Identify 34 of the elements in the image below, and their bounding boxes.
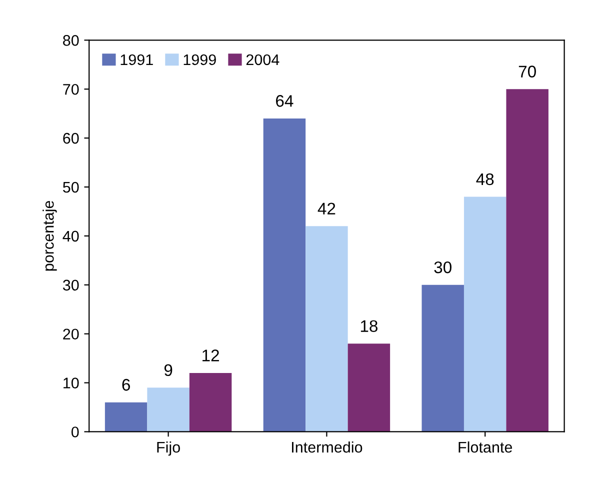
bar bbox=[506, 89, 548, 432]
y-tick-label: 60 bbox=[63, 132, 79, 144]
y-axis-title: porcentaje bbox=[42, 200, 57, 271]
x-tick-label: Intermedio bbox=[292, 441, 362, 453]
data-label: 48 bbox=[476, 173, 494, 186]
x-tick-label: Fijo bbox=[157, 441, 180, 456]
y-tick-label: 40 bbox=[62, 230, 79, 242]
bar bbox=[104, 402, 148, 432]
data-label: 64 bbox=[276, 95, 294, 107]
data-label: 70 bbox=[518, 66, 536, 78]
legend-label: 1991 bbox=[120, 54, 153, 66]
bar bbox=[306, 226, 348, 432]
data-label: 6 bbox=[122, 378, 130, 391]
y-tick-label: 10 bbox=[64, 378, 79, 388]
data-label: 42 bbox=[318, 202, 336, 214]
data-label: 9 bbox=[164, 364, 172, 376]
bar bbox=[189, 372, 232, 432]
data-label: 30 bbox=[434, 261, 452, 274]
legend-label: 1999 bbox=[184, 54, 216, 66]
bar bbox=[348, 344, 390, 432]
x-tick-label: Flotante bbox=[458, 441, 512, 453]
bar bbox=[422, 284, 464, 432]
y-tick-label: 70 bbox=[63, 84, 79, 95]
legend-label: 2004 bbox=[246, 54, 280, 66]
data-label: 18 bbox=[360, 320, 378, 332]
bar bbox=[464, 196, 506, 432]
y-tick-label: 80 bbox=[63, 35, 79, 46]
y-tick-label: 20 bbox=[63, 328, 79, 340]
y-tick-label: 0 bbox=[71, 426, 79, 438]
y-tick-label: 50 bbox=[62, 182, 79, 193]
y-tick-label: 30 bbox=[62, 280, 79, 291]
data-label: 12 bbox=[202, 350, 219, 362]
bar bbox=[147, 388, 190, 432]
bar bbox=[263, 118, 306, 432]
